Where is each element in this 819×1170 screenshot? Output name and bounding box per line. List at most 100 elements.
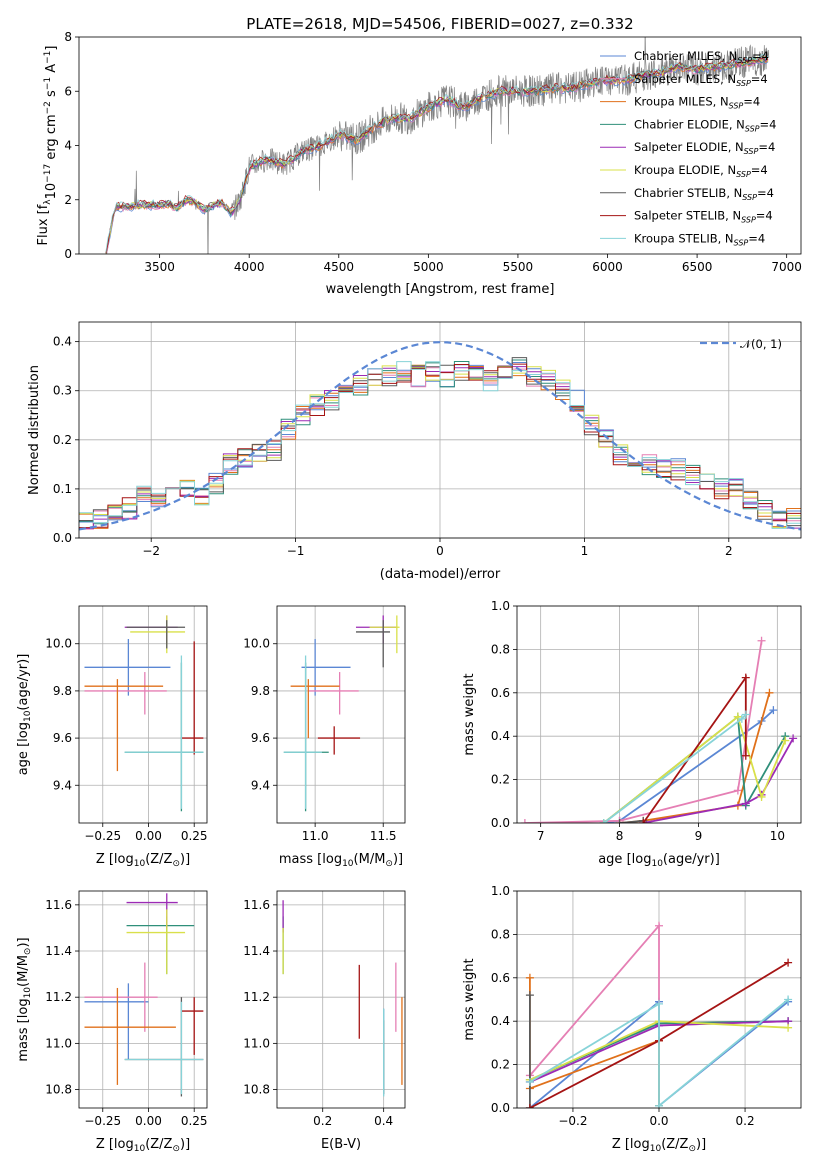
legend-label: Salpeter STELIB, N xyxy=(634,209,741,223)
model-spectrum xyxy=(105,55,769,253)
y-tick-label: 0.8 xyxy=(491,642,510,656)
y-tick-label: 0.1 xyxy=(53,482,72,496)
x-tick-label: 7000 xyxy=(771,260,802,274)
y-tick-label: 0.0 xyxy=(491,1101,510,1115)
weight-marker xyxy=(741,751,750,760)
x-axis-label-part: (M/M xyxy=(354,852,386,867)
weight-marker xyxy=(655,999,663,1008)
y-tick-label: 11.0 xyxy=(243,1036,270,1050)
y-tick-label: 11.2 xyxy=(243,990,270,1004)
y-tick-label: 0.0 xyxy=(491,816,510,830)
y-tick-label: 9.6 xyxy=(251,731,270,745)
y-axis-label-part: age [log xyxy=(16,722,31,775)
y-tick-label: 11.6 xyxy=(243,898,270,912)
x-tick-label: −0.2 xyxy=(558,1114,587,1128)
axes: −0.2 0.0 0.2 0.0 0.2 0.4 0.6 0.8 1.0 xyxy=(491,884,801,1128)
legend-entry: Kroupa MILES, NSSP=4 xyxy=(634,95,760,111)
model-spectrum xyxy=(105,56,769,254)
plot-area xyxy=(520,636,798,823)
age-vs-mass-panel: 11.0 11.5 9.4 9.6 9.8 10.0 mass [log10(M/M⊙)] xyxy=(243,605,406,869)
y-axis-label-part: −2 xyxy=(43,101,53,114)
x-axis-label-part: )] xyxy=(393,852,403,867)
x-tick-label: 0.2 xyxy=(313,1114,332,1128)
y-tick-label: 9.6 xyxy=(53,731,72,745)
plot-area xyxy=(105,37,770,254)
y-tick-label: 2 xyxy=(64,193,72,207)
weight-vs-z-panel: −0.2 0.0 0.2 0.0 0.2 0.4 0.6 0.8 1.0 Z [log10(Z/Z… xyxy=(462,884,802,1154)
x-tick-label: 9 xyxy=(695,829,703,843)
x-axis-label: E(B-V) xyxy=(321,1137,361,1152)
y-tick-label: 0.4 xyxy=(491,1014,510,1028)
legend-label: Chabrier STELIB, N xyxy=(634,186,742,200)
y-axis-label-part: )] xyxy=(16,937,31,947)
legend-entry: Salpeter MILES, NSSP=4 xyxy=(634,72,768,88)
x-axis-label: Z [log10(Z/Z⊙)] xyxy=(612,1137,706,1154)
legend-subscript: SSP xyxy=(736,170,751,179)
y-tick-label: 9.4 xyxy=(53,778,72,792)
x-tick-label: 4500 xyxy=(324,260,355,274)
x-axis-label-part: mass [log xyxy=(279,852,342,867)
x-tick-label: −2 xyxy=(142,544,160,558)
x-tick-label: 11.5 xyxy=(370,829,397,843)
weight-marker xyxy=(757,636,766,645)
weight-line xyxy=(603,709,775,823)
y-tick-label: 1.0 xyxy=(491,884,510,898)
y-tick-label: 0.3 xyxy=(53,384,72,398)
legend-value: =4 xyxy=(751,163,768,177)
weight-marker xyxy=(525,1077,534,1086)
weight-marker xyxy=(525,973,534,982)
x-axis-label-part: 10 xyxy=(134,1144,146,1154)
axes: 7 8 9 10 0.0 0.2 0.4 0.6 0.8 1.0 xyxy=(491,599,801,843)
y-axis-label-part: s xyxy=(44,90,59,101)
legend-value: =4 xyxy=(760,117,777,131)
x-axis-label-part: 10 xyxy=(650,1144,662,1154)
y-axis-label: mass weight xyxy=(462,673,477,755)
legend-value: =4 xyxy=(743,95,760,109)
x-tick-label: −0.25 xyxy=(84,1114,121,1128)
axes-frame xyxy=(516,890,802,1109)
y-tick-label: 10.0 xyxy=(45,637,72,651)
spectrum-panel: 3500 4000 4500 5000 5500 6000 6500 7000 0 2 4 6 8 wav… xyxy=(36,30,802,297)
weight-marker xyxy=(784,1023,793,1032)
weight-marker xyxy=(525,1104,534,1108)
x-axis-label-part: )] xyxy=(180,852,190,867)
weight-marker xyxy=(765,688,774,697)
x-axis-label: mass [log10(M/M⊙)] xyxy=(279,852,403,869)
weight-marker xyxy=(784,995,793,1004)
y-axis-label-part: erg cm xyxy=(44,114,59,163)
legend-label: Kroupa STELIB, N xyxy=(634,231,734,245)
y-tick-label: 0.4 xyxy=(53,335,72,349)
legend-subscript: SSP xyxy=(736,79,751,88)
x-axis-label-part: ⊙ xyxy=(385,859,393,869)
x-tick-label: 0.25 xyxy=(181,829,208,843)
legend-value: =4 xyxy=(756,209,773,223)
legend-subscript: SSP xyxy=(734,238,749,247)
legend-entry: Salpeter ELODIE, NSSP=4 xyxy=(634,140,775,156)
y-axis-label-part: Flux [f xyxy=(36,204,51,245)
axes-frame xyxy=(276,605,406,824)
x-axis-label-part: (Z/Z xyxy=(661,1137,688,1152)
legend-subscript: SSP xyxy=(729,102,744,111)
y-axis-label-part: 10 xyxy=(23,710,33,722)
y-tick-label: 11.4 xyxy=(243,944,270,958)
x-tick-label: 1 xyxy=(581,544,589,558)
weight-line xyxy=(643,737,794,823)
y-axis-label-part: −1 xyxy=(43,51,53,64)
x-tick-label: 10 xyxy=(770,829,785,843)
y-tick-label: 0.2 xyxy=(491,1058,510,1072)
y-tick-label: 11.6 xyxy=(45,898,72,912)
x-axis-label: age [log10(age/yr)] xyxy=(598,852,720,869)
weight-marker xyxy=(769,706,778,715)
y-axis-label-part: A xyxy=(44,64,59,77)
weight-line xyxy=(524,640,763,823)
y-tick-label: 11.4 xyxy=(45,944,72,958)
y-tick-label: 11.2 xyxy=(45,990,72,1004)
weight-marker xyxy=(520,819,529,823)
axes-frame xyxy=(78,36,802,255)
x-tick-label: 0.00 xyxy=(135,1114,162,1128)
y-tick-label: 6 xyxy=(64,84,72,98)
y-tick-label: 9.8 xyxy=(251,684,270,698)
mass-vs-ebv-panel: 0.2 0.4 10.8 11.0 11.2 11.4 11.6 E(B-V) xyxy=(243,890,406,1152)
